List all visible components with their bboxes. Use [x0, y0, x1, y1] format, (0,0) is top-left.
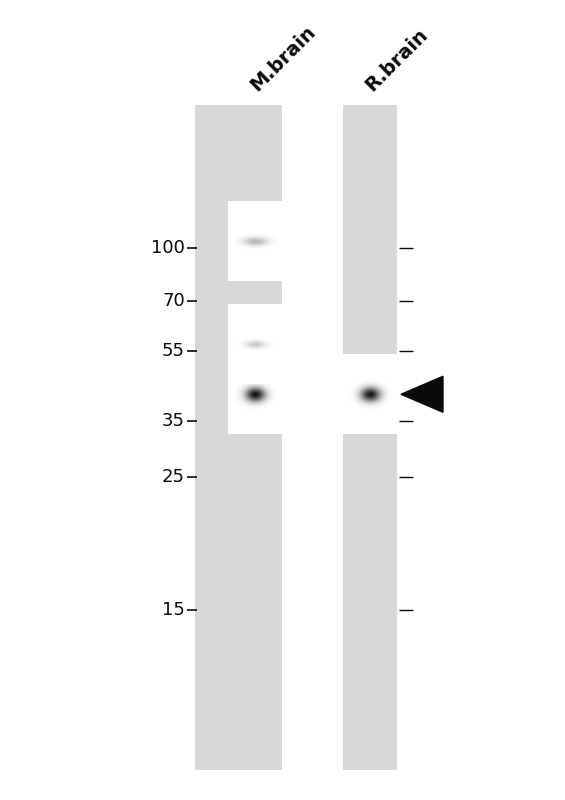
Text: 15: 15 — [162, 602, 185, 619]
Bar — [195, 105, 450, 770]
Bar — [397, 105, 450, 770]
Text: 100: 100 — [151, 239, 185, 257]
Text: R.brain: R.brain — [362, 25, 432, 95]
Polygon shape — [401, 376, 443, 412]
Text: 70: 70 — [162, 292, 185, 310]
Text: M.brain: M.brain — [246, 22, 319, 95]
Bar — [282, 105, 343, 770]
Text: 25: 25 — [162, 469, 185, 486]
Text: 55: 55 — [162, 342, 185, 360]
Text: 35: 35 — [162, 412, 185, 430]
